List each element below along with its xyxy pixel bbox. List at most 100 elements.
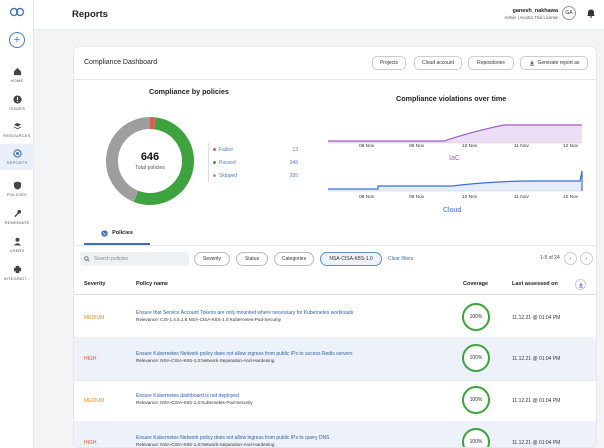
table-row[interactable]: HIGH Ensure Kubernetes Network policy do…	[74, 337, 596, 381]
sidebar-item-reports[interactable]: REPORTS	[0, 144, 34, 170]
assessed-header: Last assessed on	[512, 281, 558, 287]
download-icon	[529, 60, 534, 66]
severity-label: HIGH	[84, 356, 97, 362]
dashboard-title: Compliance Dashboard	[84, 59, 158, 66]
sidebar-item-users[interactable]: USERS	[0, 232, 34, 258]
coverage-ring: 100%	[462, 344, 490, 372]
repositories-button[interactable]: Repositories	[468, 56, 514, 70]
search-icon	[84, 256, 90, 262]
passed-dot	[213, 161, 216, 164]
policy-relevance: Relevance: CIS-1.4.5.1.6 NSA-CISA-K8S-1.…	[136, 317, 282, 322]
severity-label: HIGH	[84, 440, 97, 446]
policy-header: Policy name	[136, 281, 169, 287]
last-assessed: 11.12.21 @ 01:04 PM	[512, 398, 561, 404]
last-assessed: 11.12.21 @ 01:04 PM	[512, 440, 561, 446]
severity-header: Severity	[84, 281, 106, 287]
projects-button[interactable]: Projects	[372, 56, 406, 70]
compliance-title: Compliance by policies	[149, 87, 229, 96]
policy-relevance: Relevance: NSA-CISA-K8S-1.0:Network-Sepa…	[136, 442, 275, 447]
violations-title: Compliance violations over time	[396, 94, 507, 103]
sidebar-item-label: REMEDIATE	[4, 220, 30, 225]
table-row[interactable]: HIGH Ensure Kubernetes Network policy do…	[74, 421, 596, 447]
user-role: Admin | Acuitco Trial License	[504, 15, 558, 20]
cloud-caption: Cloud	[443, 207, 462, 214]
table-row[interactable]: MEDIUM Ensure that Service Account Token…	[74, 296, 596, 340]
avatar[interactable]: GA	[562, 6, 576, 20]
policy-name-link[interactable]: Ensure that Service Account Tokens are o…	[136, 310, 354, 316]
add-button[interactable]: +	[9, 32, 25, 48]
policy-relevance: Relevance: NSA-CISA-K8S-1.0:Network-Sepa…	[136, 358, 275, 363]
sidebar-item-label: INTEGRATI...	[3, 276, 31, 281]
legend-count: 348	[289, 159, 298, 166]
shield-icon	[13, 181, 21, 190]
download-icon	[578, 282, 583, 287]
tabs-divider	[74, 245, 596, 246]
sidebar-item-label: USERS	[9, 248, 25, 253]
iac-tick: 11 Nov	[514, 144, 529, 149]
layers-icon	[13, 122, 21, 130]
alert-icon	[12, 95, 22, 104]
policy-name-link[interactable]: Ensure Kubernetes Network policy does no…	[136, 351, 353, 357]
user-name: ganesh_nakhawa	[512, 8, 558, 14]
clear-filters-link[interactable]: Clear filters	[388, 256, 414, 262]
policy-name-link[interactable]: Ensure Kubernetes dashboard is not deplo…	[136, 393, 239, 399]
total-policies-label: Total policies	[135, 165, 165, 171]
integrations-icon	[13, 265, 21, 274]
pagination-label: 1-5 of 24	[540, 255, 560, 261]
cloud-tick: 09 Nov	[409, 195, 425, 200]
legend-passed[interactable]: Passed 348	[213, 156, 298, 169]
compliance-donut-chart	[106, 117, 194, 205]
donut-legend: Failed 13 Passed 348 Skipped 285	[208, 143, 298, 182]
sidebar-item-home[interactable]: HOME	[0, 62, 34, 88]
legend-skipped[interactable]: Skipped 285	[213, 169, 298, 182]
sidebar-item-integrations[interactable]: INTEGRATI...	[0, 260, 34, 286]
cloud-tick: 08 Nov	[359, 195, 375, 200]
globe-icon	[101, 229, 108, 237]
coverage-ring: 100%	[462, 386, 490, 414]
cloud-account-button[interactable]: Cloud account	[414, 56, 462, 70]
table-row[interactable]: MEDIUM Ensure Kubernetes dashboard is no…	[74, 379, 596, 423]
legend-failed[interactable]: Failed 13	[213, 143, 298, 156]
cloud-tick: 11 Nov	[514, 195, 529, 200]
reports-icon	[12, 149, 22, 158]
search-input[interactable]	[94, 256, 184, 262]
iac-tick: 12 Nov	[563, 144, 579, 149]
nsa-cisa-filter-chip[interactable]: NSA-CISA-K8S-1.0	[320, 252, 382, 266]
bell-icon[interactable]	[586, 8, 596, 18]
cloud-tick: 12 Nov	[563, 195, 579, 200]
home-icon	[13, 67, 21, 76]
legend-label: Failed	[219, 146, 233, 153]
legend-label: Skipped	[219, 172, 238, 179]
severity-label: MEDIUM	[84, 398, 105, 404]
severity-filter[interactable]: Severity	[194, 252, 230, 266]
sidebar-item-issues[interactable]: ISSUES	[0, 90, 34, 116]
last-assessed: 11.12.21 @ 01:04 PM	[512, 356, 561, 362]
iac-tick: 08 Nov	[359, 144, 375, 149]
sidebar-item-resources[interactable]: RESOURCES	[0, 117, 34, 143]
sidebar-item-label: POLICIES	[6, 192, 28, 197]
search-box[interactable]	[80, 252, 189, 266]
logo-icon[interactable]	[9, 6, 25, 18]
prev-page-button[interactable]: ‹	[564, 252, 577, 265]
iac-sparkline	[328, 124, 582, 143]
categories-filter[interactable]: Categories	[274, 252, 314, 266]
sidebar-item-policies[interactable]: POLICIES	[0, 176, 34, 202]
policy-name-link[interactable]: Ensure Kubernetes Network policy does no…	[136, 435, 330, 441]
tab-policies[interactable]: Policies	[84, 223, 150, 245]
total-policies-count: 646	[140, 151, 160, 163]
skipped-dot	[213, 174, 216, 177]
policy-relevance: Relevance: NSA-CISA-K8S-1.0:Kubernetes-P…	[136, 400, 253, 405]
next-page-button[interactable]: ›	[580, 252, 593, 265]
status-filter[interactable]: Status	[236, 252, 268, 266]
users-icon	[13, 237, 21, 246]
coverage-ring: 100%	[462, 428, 490, 447]
donut-slice-passed	[106, 117, 194, 205]
sidebar-item-label: ISSUES	[9, 106, 25, 111]
generate-report-button[interactable]: Generate report as	[520, 56, 588, 70]
sidebar-item-remediate[interactable]: REMEDIATE	[0, 204, 34, 230]
download-table-button[interactable]	[575, 279, 586, 290]
iac-caption: IaC	[449, 155, 460, 162]
legend-count: 285	[289, 172, 298, 179]
last-assessed: 11.12.21 @ 01:04 PM	[512, 315, 561, 321]
sidebar-item-label: HOME	[10, 78, 24, 83]
